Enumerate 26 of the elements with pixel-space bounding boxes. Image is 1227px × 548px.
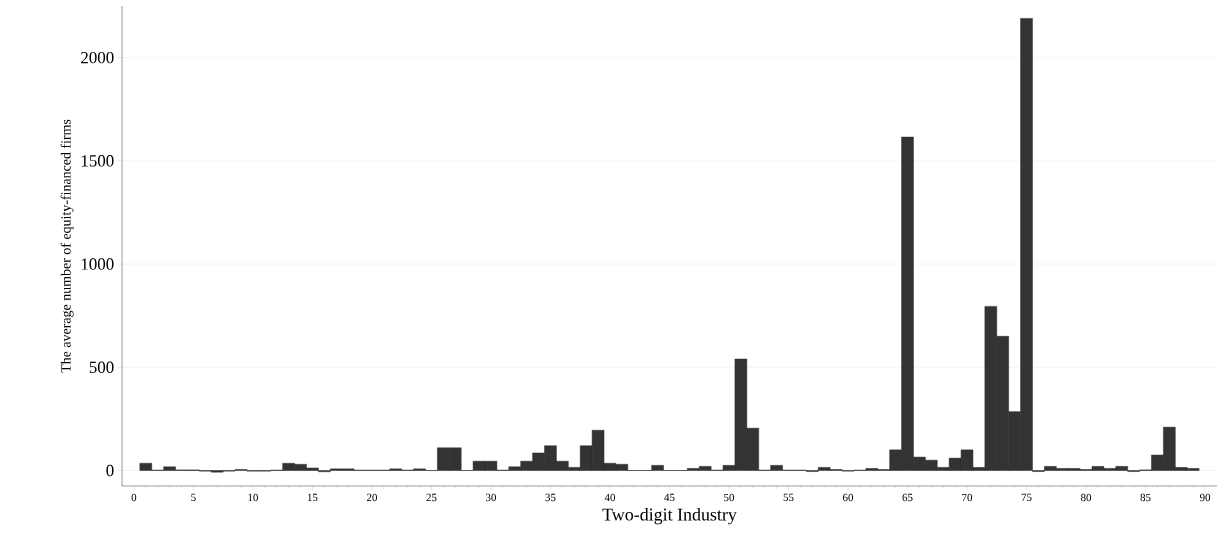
x-tick-label: 5	[191, 493, 196, 502]
y-tick-label: 1500	[81, 155, 114, 167]
x-tick-label: 10	[248, 493, 258, 502]
x-tick-label: 20	[366, 493, 377, 502]
y-tick-label: 500	[89, 361, 114, 374]
x-tick-label: 60	[842, 493, 854, 502]
x-tick-label: 85	[1140, 493, 1151, 502]
x-tick-label: 35	[545, 493, 556, 502]
x-tick-label: 30	[486, 493, 497, 502]
y-tick-label: 2000	[81, 51, 114, 64]
x-tick-label: 55	[783, 493, 794, 502]
x-tick-label: 65	[902, 493, 913, 502]
x-tick-label: 50	[724, 493, 735, 502]
x-tick-label: 15	[307, 493, 318, 502]
x-tick-label: 70	[962, 493, 973, 502]
x-tick-label: 40	[604, 493, 616, 502]
x-axis-title: Two-digit Industry	[602, 508, 737, 525]
x-tick-label: 0	[131, 493, 137, 502]
x-tick-label: 80	[1080, 493, 1092, 502]
x-tick-label: 90	[1199, 493, 1211, 502]
y-tick-label: 1000	[81, 258, 114, 270]
y-axis-title: The average number of equity-financed firms	[60, 119, 74, 373]
x-tick-label: 25	[426, 493, 437, 502]
y-tick-label: 0	[106, 464, 114, 477]
x-tick-label: 45	[664, 493, 675, 502]
x-tick-label: 75	[1021, 493, 1032, 502]
